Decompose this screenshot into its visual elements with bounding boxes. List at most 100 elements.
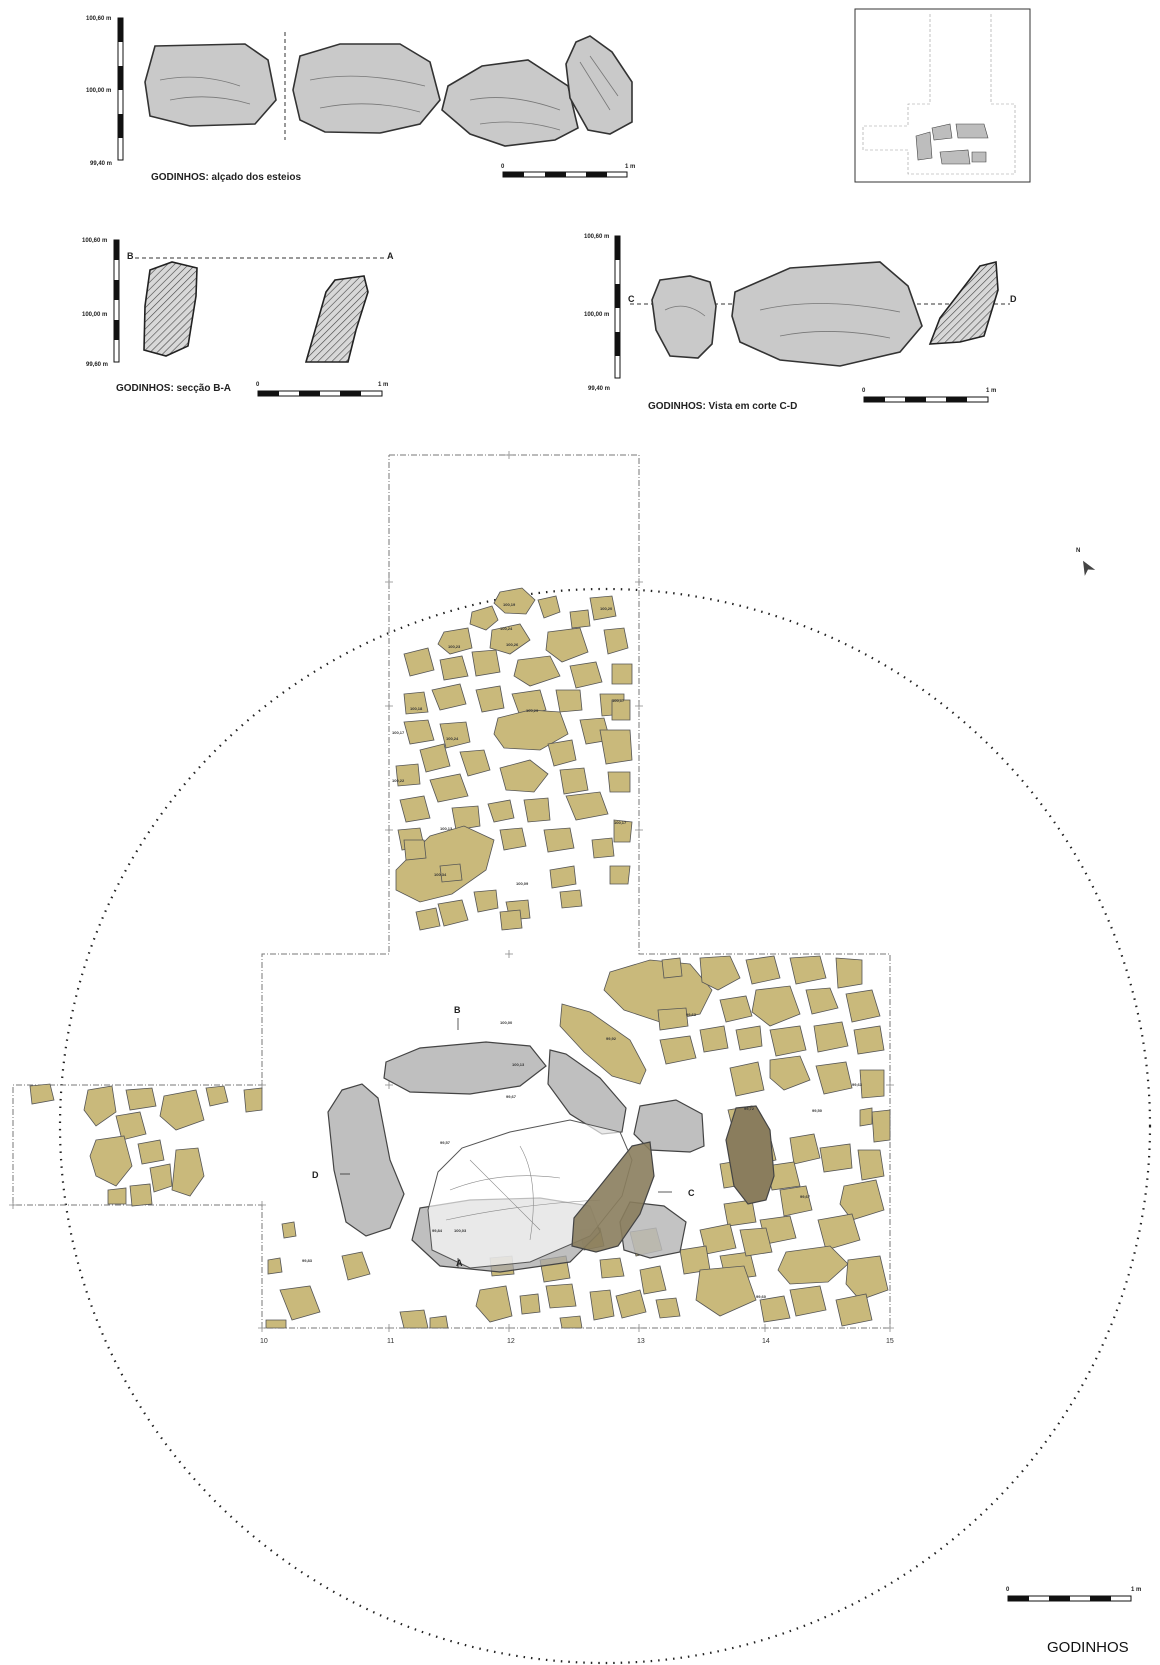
svg-text:100,00 m: 100,00 m	[584, 312, 609, 318]
svg-text:100,03: 100,03	[454, 1228, 467, 1233]
main-scalebar: 0 1 m	[1006, 1587, 1141, 1602]
svg-text:100,24: 100,24	[500, 626, 513, 631]
svg-text:100,19: 100,19	[503, 602, 516, 607]
slab-4	[565, 35, 633, 135]
svg-text:100,34: 100,34	[434, 872, 447, 877]
svg-text:100,60 m: 100,60 m	[584, 234, 609, 240]
plan-label-b: B	[454, 1005, 461, 1015]
orthostat-dark-east	[725, 1105, 775, 1205]
grid-labels: 10 11 12 13 14 15	[260, 1338, 894, 1345]
label-a: A	[387, 251, 394, 261]
svg-text:99,67: 99,67	[800, 1194, 811, 1199]
grid-label-10: 10	[260, 1338, 268, 1345]
tan-stones-west	[29, 1083, 263, 1207]
svg-text:1 m: 1 m	[1131, 1587, 1141, 1593]
svg-text:0: 0	[1006, 1587, 1010, 1593]
orthostat-dark-center	[571, 1141, 655, 1253]
svg-text:0: 0	[256, 382, 260, 388]
orthostat-west	[327, 1083, 405, 1237]
grid-label-15: 15	[886, 1338, 894, 1345]
hatched-stone-2	[304, 275, 369, 363]
orthostat-north	[383, 1041, 547, 1095]
label-d: D	[1010, 294, 1017, 304]
vertical-scale: 100,60 m 100,00 m 99,40 m	[584, 234, 621, 392]
plan-label-c: C	[688, 1188, 695, 1198]
locator-inset	[854, 8, 1031, 183]
grid-label-14: 14	[762, 1338, 770, 1345]
svg-text:99,60 m: 99,60 m	[86, 362, 108, 368]
scalebar-cd: 0 1 m	[862, 388, 996, 403]
svg-text:100,17: 100,17	[614, 820, 627, 825]
svg-text:100,00: 100,00	[500, 1020, 513, 1025]
svg-text:99,60: 99,60	[756, 1294, 767, 1299]
section-cd: 100,60 m 100,00 m 99,40 m C D GODINHOS: …	[584, 234, 1017, 412]
elevation-points: 100,19 100,20 100,24 100,26 100,23 100,1…	[302, 602, 863, 1299]
svg-text:100,17: 100,17	[612, 698, 625, 703]
svg-text:100,09: 100,09	[516, 881, 529, 886]
svg-text:100,20: 100,20	[600, 606, 613, 611]
section-ba-caption: GODINHOS: secção B-A	[116, 383, 231, 394]
svg-text:99,63: 99,63	[852, 1082, 863, 1087]
site-title: GODINHOS	[1047, 1639, 1129, 1656]
cd-stone-1	[651, 275, 717, 359]
svg-text:100,13: 100,13	[512, 1062, 525, 1067]
north-label: N	[1076, 548, 1080, 554]
svg-text:99,92: 99,92	[606, 1036, 617, 1041]
svg-text:100,13: 100,13	[440, 826, 453, 831]
label-b: B	[127, 251, 134, 261]
svg-text:99,72: 99,72	[744, 1106, 755, 1111]
svg-text:100,60 m: 100,60 m	[82, 238, 107, 244]
svg-text:1 m: 1 m	[378, 382, 388, 388]
svg-text:0: 0	[862, 388, 866, 394]
scalebar-ba: 0 1 m	[256, 382, 388, 397]
tick-top: 100,60 m	[86, 16, 111, 22]
svg-text:100,23: 100,23	[448, 644, 461, 649]
svg-text:100,29: 100,29	[526, 708, 539, 713]
grid-label-12: 12	[507, 1338, 515, 1345]
label-c: C	[628, 294, 635, 304]
section-marks	[340, 1018, 672, 1268]
svg-text:100,24: 100,24	[446, 736, 459, 741]
svg-text:99,40 m: 99,40 m	[588, 386, 610, 392]
svg-text:1 m: 1 m	[986, 388, 996, 394]
section-ba: 100,60 m 100,00 m 99,60 m B A GODINHOS: …	[82, 238, 394, 397]
svg-text:99,57: 99,57	[440, 1140, 451, 1145]
cd-hatched-stone	[928, 260, 999, 345]
svg-text:100,22: 100,22	[392, 778, 405, 783]
tick-bottom: 99,40 m	[90, 161, 112, 167]
grid-label-13: 13	[637, 1338, 645, 1345]
svg-text:100,17: 100,17	[392, 730, 405, 735]
tan-stones-north	[395, 587, 633, 931]
elevation-view: 100,60 m 100,00 m 99,40 m GODINHOS: alça…	[86, 16, 635, 183]
plan: 10 11 12 13 14 15	[9, 451, 1152, 1665]
grid-crosses	[9, 451, 894, 1332]
slab-2	[292, 43, 441, 134]
plan-label-d: D	[312, 1170, 319, 1180]
svg-text:0: 0	[501, 164, 505, 170]
svg-text:99,67: 99,67	[506, 1094, 517, 1099]
tick-mid: 100,00 m	[86, 88, 111, 94]
north-arrow: N	[1076, 548, 1096, 576]
vertical-scale: 100,60 m 100,00 m 99,60 m	[82, 238, 120, 368]
mound-outline	[58, 587, 1152, 1665]
section-cd-caption: GODINHOS: Vista em corte C-D	[648, 401, 797, 412]
grid-label-11: 11	[387, 1338, 394, 1345]
orthostat-ne	[547, 1049, 627, 1135]
scalebar-elevation: 0 1 m	[501, 164, 635, 178]
slab-1	[144, 43, 277, 127]
vertical-scale: 100,60 m 100,00 m 99,40 m	[86, 16, 124, 167]
orthostat-e	[633, 1099, 705, 1153]
cd-stone-2	[731, 261, 923, 367]
elevation-caption: GODINHOS: alçado dos esteios	[151, 172, 301, 183]
svg-text:99,63: 99,63	[686, 1012, 697, 1017]
svg-text:99,83: 99,83	[302, 1258, 313, 1263]
plan-label-a: A	[456, 1258, 463, 1268]
svg-text:99,50: 99,50	[812, 1108, 823, 1113]
hatched-stone-1	[143, 261, 198, 357]
svg-text:100,00 m: 100,00 m	[82, 312, 107, 318]
svg-text:100,26: 100,26	[506, 642, 519, 647]
svg-text:100,18: 100,18	[410, 706, 423, 711]
slab-3	[441, 59, 579, 147]
svg-text:99,84: 99,84	[432, 1228, 443, 1233]
